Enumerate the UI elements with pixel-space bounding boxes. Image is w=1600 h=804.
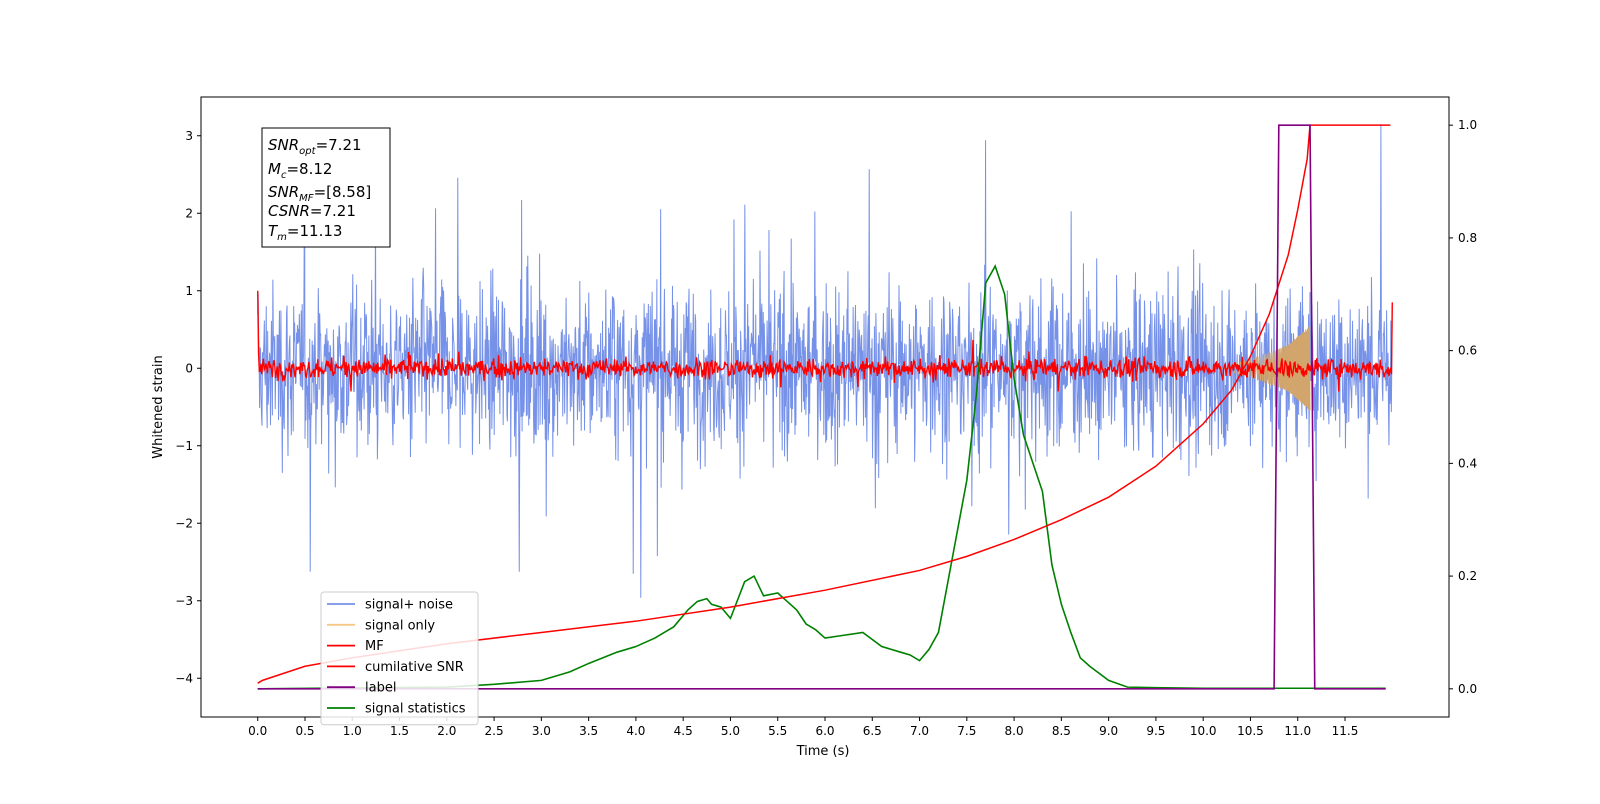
- y-left-tick-label: 0: [185, 361, 193, 375]
- y-left-tick-label: −1: [175, 439, 193, 453]
- x-tick-label: 6.5: [863, 724, 882, 738]
- x-tick-label: 5.0: [721, 724, 740, 738]
- y-right-tick-label: 0.8: [1458, 231, 1477, 245]
- x-tick-label: 1.0: [343, 724, 362, 738]
- series-signal-only-line: [1222, 326, 1311, 411]
- legend-label: signal statistics: [365, 702, 466, 717]
- y-left-tick-label: −2: [175, 516, 193, 530]
- y-right-tick-label: 0.2: [1458, 569, 1477, 583]
- x-tick-label: 0.0: [248, 724, 267, 738]
- x-tick-label: 11.0: [1284, 724, 1311, 738]
- stats-line: SNRopt=7.21: [268, 136, 362, 157]
- y-right-tick-label: 0.0: [1458, 682, 1477, 696]
- y-left-tick-label: −4: [175, 671, 193, 685]
- y-left-tick-label: 2: [185, 206, 193, 220]
- legend-label: signal+ noise: [365, 598, 453, 613]
- x-tick-label: 9.5: [1146, 724, 1165, 738]
- y-left-tick-label: −3: [175, 594, 193, 608]
- x-tick-label: 3.5: [579, 724, 598, 738]
- legend-label: MF: [365, 639, 384, 654]
- x-tick-label: 10.0: [1190, 724, 1217, 738]
- stats-box-frame: [261, 127, 391, 248]
- x-tick-label: 8.0: [1005, 724, 1024, 738]
- y-axis-label-left: Whitened strain: [151, 355, 166, 458]
- series-signal-statistics-line: [257, 264, 1386, 690]
- stats-line: Mc=8.12: [268, 160, 332, 181]
- x-tick-label: 4.5: [674, 724, 693, 738]
- y-axis-left: 3 2 1 0 −1 −2 −3 −4: [175, 129, 201, 685]
- x-tick-label: 11.5: [1332, 724, 1359, 738]
- x-tick-label: 1.5: [390, 724, 409, 738]
- series-label-line: [257, 124, 1386, 690]
- x-tick-label: 9.0: [1099, 724, 1118, 738]
- stats-line: SNRMF=[8.58]: [268, 183, 371, 204]
- y-left-tick-label: 1: [185, 284, 193, 298]
- legend-label: signal only: [365, 618, 435, 633]
- x-tick-label: 3.0: [532, 724, 551, 738]
- legend-frame: [320, 591, 479, 726]
- x-tick-label: 7.5: [957, 724, 976, 738]
- legend-label: cumilative SNR: [365, 660, 464, 675]
- x-tick-label: 4.0: [626, 724, 645, 738]
- y-right-tick-label: 0.4: [1458, 456, 1477, 470]
- stats-line: Tm=11.13: [268, 222, 342, 243]
- y-axis-right: 1.0 0.8 0.6 0.4 0.2 0.0: [1449, 118, 1477, 696]
- x-tick-label: 2.0: [437, 724, 456, 738]
- x-tick-label: 7.0: [910, 724, 929, 738]
- x-tick-label: 0.5: [295, 724, 314, 738]
- stats-line: CSNR=7.21: [268, 202, 356, 220]
- x-axis-label: Time (s): [796, 744, 850, 759]
- x-axis: 0.0 0.5 1.0 1.5 2.0 2.5 3.0 3.5 4.0 4.5 5.0 5.5 6.0 6…: [248, 717, 1358, 738]
- y-right-tick-label: 0.6: [1458, 344, 1477, 358]
- stats-box: SNRopt=7.21 Mc=8.12 SNRMF=[8.58] CSNR=7.…: [261, 127, 391, 248]
- x-tick-label: 10.5: [1237, 724, 1264, 738]
- y-right-tick-label: 1.0: [1458, 118, 1477, 132]
- legend-label: label: [365, 681, 396, 696]
- x-tick-label: 5.5: [768, 724, 787, 738]
- x-tick-label: 6.0: [815, 724, 834, 738]
- y-left-tick-label: 3: [185, 129, 193, 143]
- x-tick-label: 2.5: [485, 724, 504, 738]
- legend: signal+ noise signal only MF cumilative SNR…: [320, 591, 479, 726]
- x-tick-label: 8.5: [1052, 724, 1071, 738]
- series-mf-line: [257, 290, 1393, 392]
